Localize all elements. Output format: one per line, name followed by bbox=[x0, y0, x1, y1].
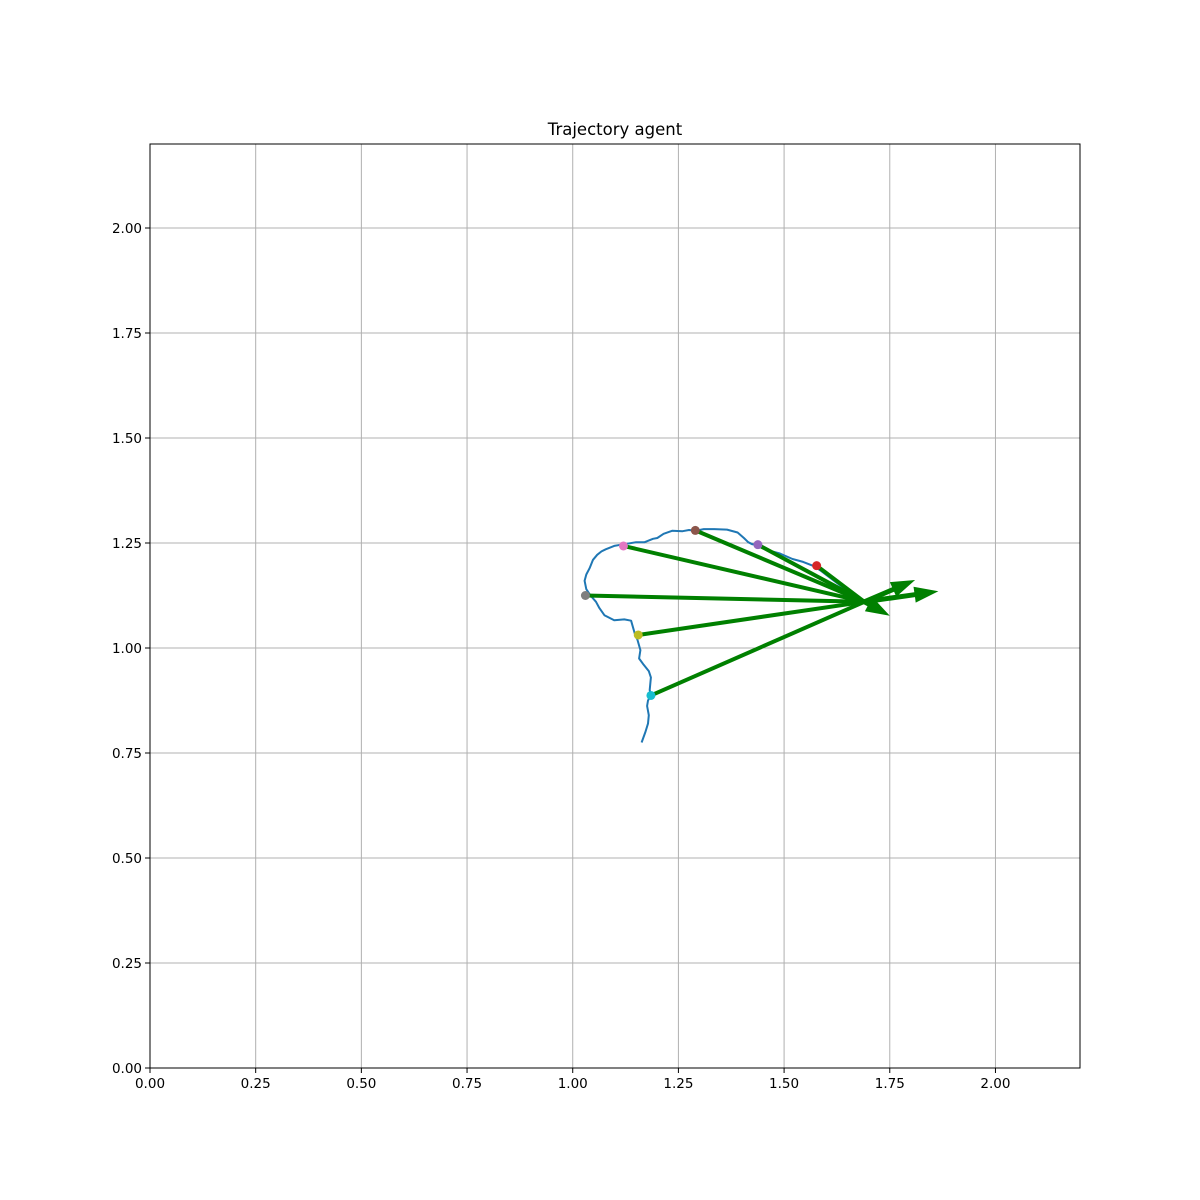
x-tick-label: 0.00 bbox=[135, 1076, 165, 1092]
waypoint-marker bbox=[812, 561, 822, 571]
y-tick-label: 1.25 bbox=[112, 536, 142, 552]
data-layer bbox=[580, 525, 939, 743]
connector-line bbox=[623, 543, 865, 604]
chart-title: Trajectory agent bbox=[547, 120, 683, 139]
y-tick-label: 0.50 bbox=[112, 851, 142, 867]
y-tick-label: 0.00 bbox=[112, 1061, 142, 1077]
waypoint-marker bbox=[690, 525, 700, 535]
trajectory-line bbox=[583, 528, 870, 743]
x-tick-label: 1.50 bbox=[769, 1076, 799, 1092]
grid-lines bbox=[149, 144, 1080, 1069]
connector-line bbox=[694, 528, 866, 604]
y-tick-label: 0.25 bbox=[112, 956, 142, 972]
x-tick-label: 0.25 bbox=[241, 1076, 271, 1092]
axes-frame bbox=[149, 143, 1081, 1069]
y-tick-label: 1.50 bbox=[112, 431, 142, 447]
y-tick-label: 1.00 bbox=[112, 641, 142, 657]
waypoint-marker bbox=[646, 690, 656, 700]
waypoint-marker bbox=[753, 540, 763, 550]
x-tick-label: 0.50 bbox=[346, 1076, 376, 1092]
waypoint-marker bbox=[618, 541, 628, 551]
x-tick-label: 0.75 bbox=[452, 1076, 482, 1092]
waypoint-marker bbox=[580, 591, 590, 600]
direction-arrow bbox=[863, 597, 890, 616]
x-tick-label: 2.00 bbox=[980, 1076, 1010, 1092]
connector-line bbox=[650, 599, 866, 698]
y-tick-label: 0.75 bbox=[112, 746, 142, 762]
connector-line bbox=[815, 564, 866, 604]
x-tick-label: 1.75 bbox=[875, 1076, 905, 1092]
direction-arrow bbox=[864, 586, 939, 605]
axis-ticks: 0.00 0.25 0.50 0.75 1.00 1.25 1.50 1.75 2.00 0.00… bbox=[112, 221, 1011, 1092]
x-tick-label: 1.00 bbox=[558, 1076, 588, 1092]
connector-line bbox=[637, 599, 865, 637]
waypoint-marker bbox=[633, 630, 643, 640]
x-tick-label: 1.25 bbox=[663, 1076, 693, 1092]
y-tick-label: 1.75 bbox=[112, 326, 142, 342]
y-tick-label: 2.00 bbox=[112, 221, 142, 237]
connector-line bbox=[585, 593, 865, 604]
connector-line bbox=[756, 542, 866, 604]
